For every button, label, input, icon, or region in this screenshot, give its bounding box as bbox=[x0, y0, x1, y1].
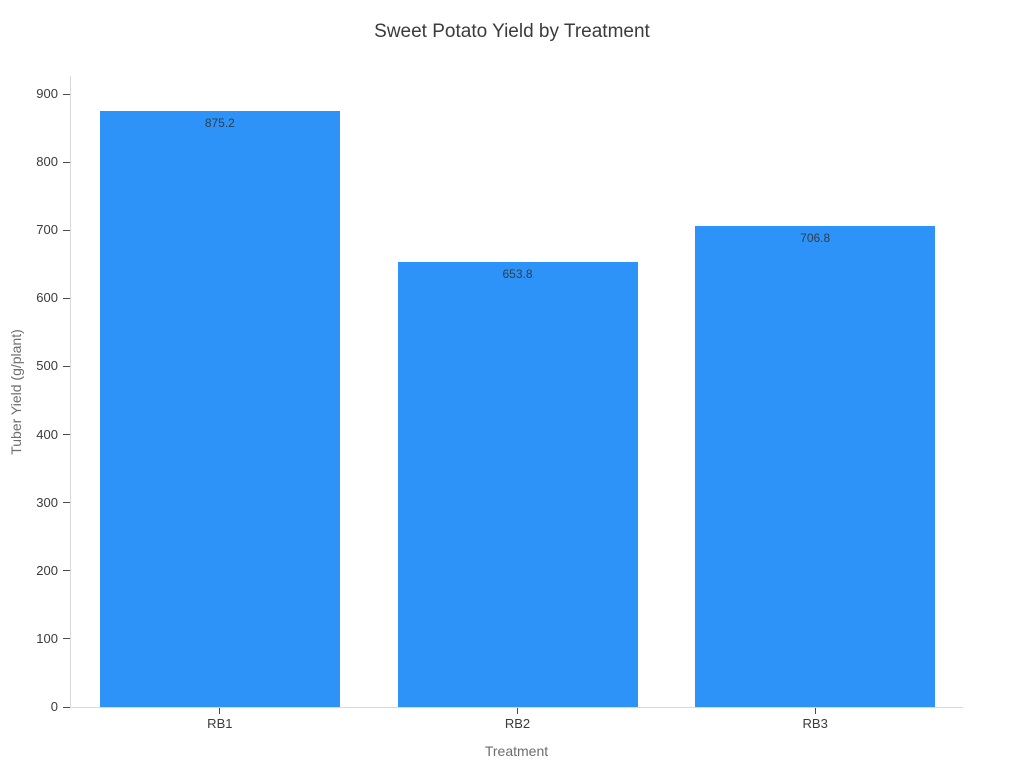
y-tick-label: 500 bbox=[36, 358, 58, 374]
y-tick-mark bbox=[63, 502, 70, 504]
x-tick-label: RB1 bbox=[207, 716, 233, 731]
x-tick-mark bbox=[814, 708, 816, 714]
bar-value-label: 706.8 bbox=[800, 230, 831, 245]
x-tick-mark bbox=[517, 708, 518, 714]
y-tick-mark bbox=[63, 161, 70, 163]
y-tick-mark bbox=[63, 434, 70, 436]
y-tick-label: 200 bbox=[36, 562, 58, 578]
x-axis-title: Treatment bbox=[484, 743, 549, 759]
y-tick-mark bbox=[63, 229, 70, 231]
bar-RB3: 706.8 bbox=[695, 225, 936, 707]
y-tick-mark bbox=[63, 706, 70, 708]
y-tick-label: 800 bbox=[36, 154, 58, 170]
x-tick-label: RB2 bbox=[504, 716, 531, 731]
y-tick-mark bbox=[63, 570, 70, 572]
y-axis-title: Tuber Yield (g/plant) bbox=[8, 329, 24, 455]
y-tick-label: 400 bbox=[36, 426, 58, 442]
x-tick-mark bbox=[219, 708, 221, 714]
y-tick-label: 600 bbox=[36, 290, 58, 306]
x-tick-label: RB3 bbox=[802, 716, 828, 731]
plot-area: 0 100 200 300 400 500 600 700 800 900 875.2 RB1 653.… bbox=[36, 76, 963, 731]
y-tick-label: 0 bbox=[50, 699, 58, 714]
bar-RB2: 653.8 bbox=[397, 261, 638, 707]
y-tick-mark bbox=[63, 638, 70, 640]
y-tick-mark bbox=[63, 297, 70, 299]
y-tick-label: 900 bbox=[36, 86, 58, 102]
y-tick-mark bbox=[63, 93, 70, 95]
bar-value-label: 653.8 bbox=[502, 266, 533, 281]
chart-title: Sweet Potato Yield by Treatment bbox=[374, 21, 650, 42]
y-tick-label: 700 bbox=[36, 222, 58, 238]
bar-value-label: 875.2 bbox=[204, 115, 235, 130]
y-tick-label: 100 bbox=[36, 630, 58, 646]
y-tick-mark bbox=[63, 365, 70, 367]
bar-RB1: 875.2 bbox=[99, 110, 340, 707]
y-tick-label: 300 bbox=[36, 494, 58, 510]
